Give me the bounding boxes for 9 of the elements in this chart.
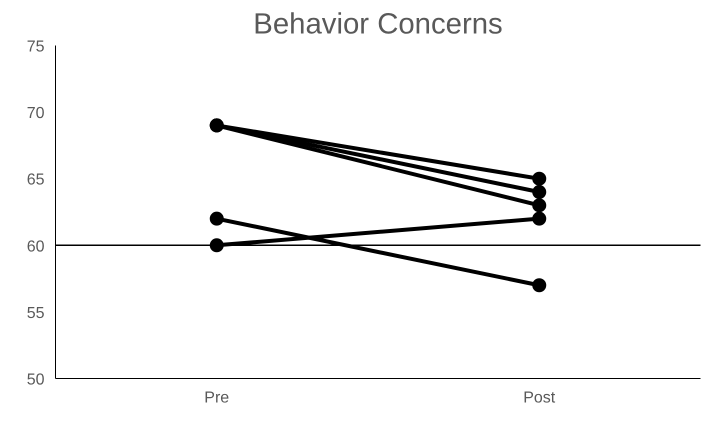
x-tick-label: Post (523, 390, 556, 406)
y-tick-label: 55 (26, 304, 45, 322)
y-tick-label: 50 (26, 372, 45, 388)
y-tick-label: 75 (26, 38, 45, 56)
y-tick-label: 60 (26, 238, 45, 256)
x-tick-label: Pre (204, 390, 230, 406)
y-tick-label: 65 (26, 172, 45, 189)
chart-title: Behavior Concerns (253, 8, 503, 40)
y-tick-label: 70 (26, 105, 45, 122)
